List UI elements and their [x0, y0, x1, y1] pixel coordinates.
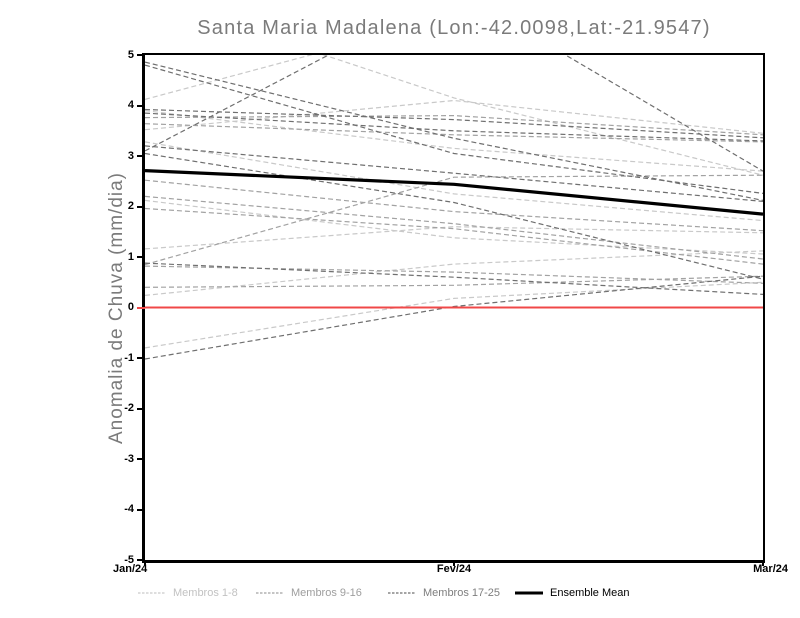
legend-label: Membros 17-25 [423, 587, 501, 599]
member-line [145, 174, 763, 266]
x-tick-label: Mar/24 [753, 563, 788, 575]
y-tick-mark [137, 54, 145, 56]
legend-item: Ensemble Mean [515, 585, 630, 601]
x-tick-label: Jan/24 [113, 563, 148, 575]
member-line [145, 141, 763, 222]
member-line [145, 64, 763, 194]
y-tick-label: 0 [127, 301, 134, 313]
member-line [145, 123, 763, 143]
legend-swatch [256, 592, 284, 594]
y-tick-mark [137, 508, 145, 511]
member-line [145, 265, 763, 284]
legend-label: Ensemble Mean [550, 587, 630, 599]
y-tick-mark [137, 407, 145, 410]
y-tick-label: 1 [127, 250, 134, 263]
member-line [145, 250, 763, 296]
x-tick-label: Fev/24 [436, 563, 472, 575]
y-tick-mark [137, 155, 145, 157]
member-line [145, 114, 763, 136]
y-tick-label: -1 [124, 351, 134, 364]
y-tick-label: -4 [124, 503, 134, 515]
legend-item: Membros 1-8 [138, 585, 238, 601]
legend-swatch [388, 592, 416, 594]
member-line [145, 275, 763, 360]
x-tick-mark [453, 561, 455, 566]
y-tick-mark [137, 458, 145, 460]
member-line [145, 281, 763, 349]
y-tick-mark [137, 357, 145, 359]
y-tick-label: 2 [127, 200, 134, 212]
plot-svg [145, 55, 763, 360]
legend-item: Membros 9-16 [256, 585, 362, 601]
y-tick-label: -5 [124, 553, 134, 566]
member-line [145, 226, 763, 250]
y-tick-label: 4 [127, 99, 134, 111]
legend-item: Membros 17-25 [388, 585, 500, 601]
legend-label: Membros 9-16 [291, 587, 362, 599]
y-tick-label: -2 [124, 402, 134, 414]
y-tick-mark [137, 104, 145, 107]
y-tick-mark [137, 205, 145, 208]
y-tick-label: -3 [124, 452, 134, 465]
legend-swatch [138, 592, 166, 594]
member-line [145, 199, 763, 255]
member-line [145, 55, 763, 176]
member-line [145, 179, 763, 232]
legend-swatch [515, 591, 543, 595]
x-tick-mark [144, 561, 146, 566]
member-line [145, 108, 763, 139]
y-tick-mark [137, 559, 145, 561]
member-line [145, 110, 763, 172]
y-tick-label: 5 [127, 48, 134, 61]
y-tick-mark [137, 256, 145, 258]
member-line [145, 61, 763, 201]
chart-title: Santa Maria Madalena (Lon:-42.0098,Lat:-… [197, 17, 711, 39]
y-tick-label: 3 [127, 149, 134, 162]
member-line [145, 112, 763, 142]
member-line [145, 152, 763, 280]
y-tick-mark [137, 306, 145, 309]
member-line [145, 55, 763, 172]
member-line [145, 262, 763, 295]
legend-label: Membros 1-8 [173, 587, 238, 599]
legend: Membros 1-8 Membros 9-16 Membros 17-25 Ense… [138, 585, 758, 601]
member-line [145, 207, 763, 265]
ensemble-mean-line [145, 169, 763, 216]
x-tick-mark [762, 561, 764, 566]
